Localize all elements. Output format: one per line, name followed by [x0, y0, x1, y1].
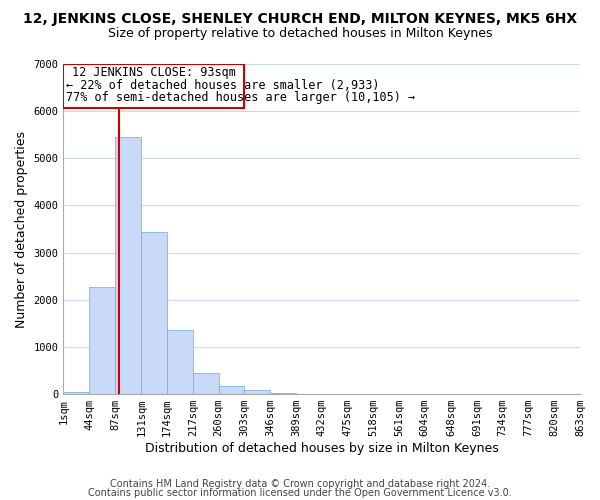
- Bar: [270, 392, 296, 394]
- Bar: [142, 232, 167, 394]
- Bar: [89, 286, 115, 394]
- Bar: [167, 330, 193, 394]
- Text: Size of property relative to detached houses in Milton Keynes: Size of property relative to detached ho…: [108, 28, 492, 40]
- Bar: [64, 392, 89, 394]
- Bar: [218, 386, 244, 394]
- Bar: [193, 373, 218, 394]
- Text: Contains HM Land Registry data © Crown copyright and database right 2024.: Contains HM Land Registry data © Crown c…: [110, 479, 490, 489]
- Bar: [244, 390, 270, 394]
- Text: Contains public sector information licensed under the Open Government Licence v3: Contains public sector information licen…: [88, 488, 512, 498]
- X-axis label: Distribution of detached houses by size in Milton Keynes: Distribution of detached houses by size …: [145, 442, 499, 455]
- Text: 77% of semi-detached houses are larger (10,105) →: 77% of semi-detached houses are larger (…: [66, 92, 415, 104]
- Text: 12, JENKINS CLOSE, SHENLEY CHURCH END, MILTON KEYNES, MK5 6HX: 12, JENKINS CLOSE, SHENLEY CHURCH END, M…: [23, 12, 577, 26]
- Bar: [115, 136, 141, 394]
- Text: 12 JENKINS CLOSE: 93sqm: 12 JENKINS CLOSE: 93sqm: [72, 66, 236, 80]
- Text: ← 22% of detached houses are smaller (2,933): ← 22% of detached houses are smaller (2,…: [66, 79, 379, 92]
- Bar: [64, 64, 244, 108]
- Y-axis label: Number of detached properties: Number of detached properties: [15, 130, 28, 328]
